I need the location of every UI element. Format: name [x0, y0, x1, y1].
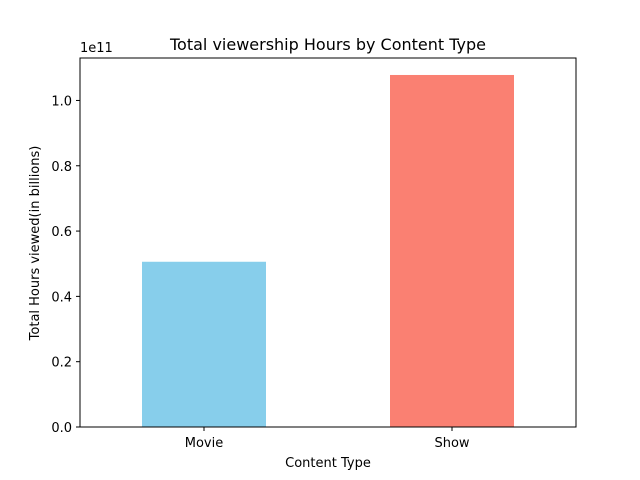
x-axis-label: Content Type [285, 456, 371, 471]
plot-area-frame [79, 57, 577, 428]
x-axis-ticks: Movie Show [185, 427, 470, 451]
y-tick-label: 0.0 [51, 421, 72, 436]
y-axis-ticks: 0.0 0.2 0.4 0.6 0.8 1.0 [51, 94, 80, 436]
y-tick-label: 0.8 [51, 160, 72, 175]
bar-show [390, 74, 514, 427]
y-tick-label: 0.4 [51, 290, 72, 305]
y-tick-label: 0.2 [51, 356, 72, 371]
chart-title: Total viewership Hours by Content Type [169, 35, 486, 54]
x-tick-label: Movie [185, 436, 223, 451]
x-tick-label: Show [434, 436, 469, 451]
y-axis-offset-label: 1e11 [80, 41, 113, 56]
y-tick-label: 1.0 [51, 94, 72, 109]
y-axis-label: Total Hours viewed(in billions) [28, 146, 43, 342]
y-tick-label: 0.6 [51, 225, 72, 240]
bars-group [142, 74, 514, 427]
bar-movie [142, 261, 266, 427]
